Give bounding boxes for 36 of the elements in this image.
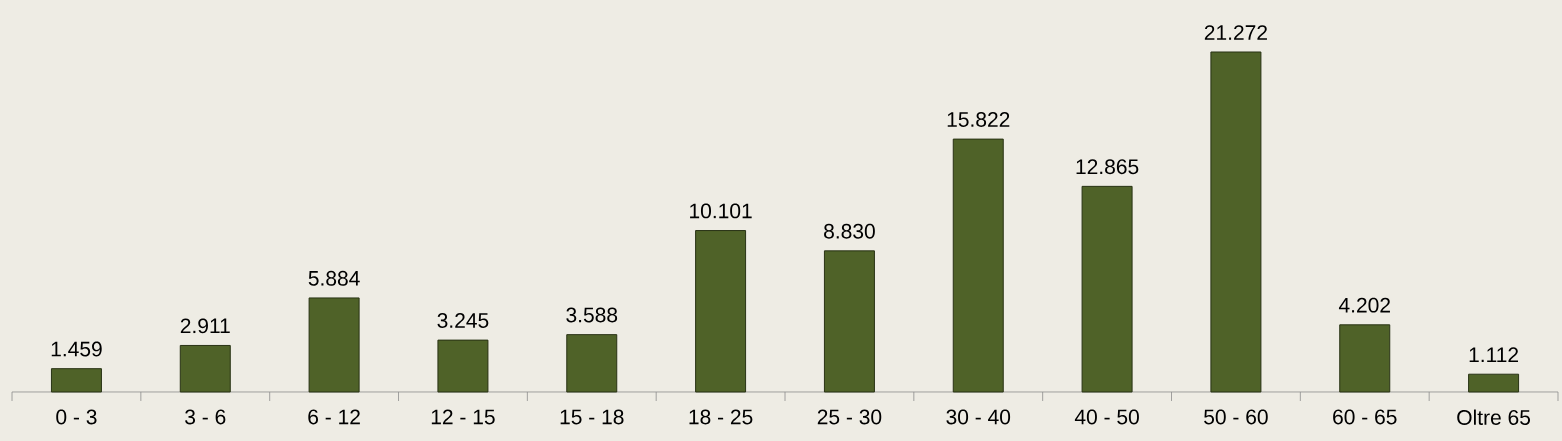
bar [50, 368, 102, 393]
data-label: 8.830 [824, 223, 875, 239]
data-label: 1.459 [51, 341, 102, 357]
data-label: 21.272 [1204, 25, 1267, 40]
data-label: 15.822 [947, 112, 1010, 127]
x-tick-label: Oltre 65 [1457, 409, 1531, 425]
data-label: 12.865 [1076, 159, 1139, 175]
bar [1081, 185, 1133, 393]
x-tick-label: 40 - 50 [1074, 409, 1139, 425]
x-tick-label: 12 - 15 [431, 409, 495, 425]
data-label: 1.112 [1469, 347, 1519, 363]
data-label: 5.884 [308, 270, 360, 286]
x-tick-label: 25 - 30 [817, 409, 882, 425]
bar [308, 297, 360, 393]
x-tick-label: 18 - 25 [689, 409, 753, 425]
x-tick-label: 15 - 18 [560, 409, 624, 425]
x-tick-label: 0 - 3 [56, 409, 97, 425]
bar [823, 250, 875, 393]
bar [437, 339, 489, 393]
data-label: 4.202 [1338, 297, 1390, 313]
bar [1339, 324, 1391, 393]
data-label: 10.101 [690, 203, 752, 219]
x-tick-label: 50 - 60 [1204, 409, 1268, 425]
data-label: 3.245 [437, 313, 489, 328]
bar [1210, 51, 1262, 393]
bar [179, 344, 231, 393]
x-tick-label: 30 - 40 [946, 409, 1011, 425]
bar [952, 138, 1004, 393]
data-label: 3.588 [566, 307, 618, 323]
x-tick-label: 6 - 12 [308, 409, 360, 425]
bar [566, 334, 618, 393]
data-label: 2.911 [180, 318, 230, 334]
bar [1468, 373, 1520, 393]
x-tick-label: 3 - 6 [185, 409, 226, 425]
x-tick-label: 60 - 65 [1333, 409, 1397, 425]
bar [695, 230, 747, 393]
